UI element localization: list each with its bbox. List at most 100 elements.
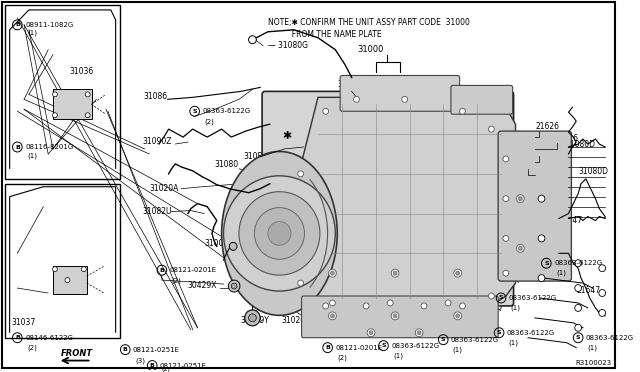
Circle shape (518, 246, 522, 250)
Text: (1): (1) (509, 339, 519, 346)
Circle shape (229, 243, 237, 250)
Circle shape (575, 285, 582, 292)
Circle shape (417, 331, 421, 335)
Text: 31080: 31080 (214, 160, 238, 169)
Text: 21644QA: 21644QA (451, 225, 486, 234)
Text: 30429X: 30429X (188, 281, 218, 290)
Circle shape (369, 331, 373, 335)
Circle shape (454, 269, 461, 277)
Circle shape (387, 300, 393, 306)
Text: ✱: ✱ (282, 131, 292, 141)
Text: 31020AA: 31020AA (282, 316, 316, 325)
Text: S: S (499, 295, 504, 301)
Text: (3): (3) (135, 357, 145, 364)
Text: S: S (193, 109, 197, 114)
Text: 08363-6122G: 08363-6122G (586, 335, 634, 341)
Text: S: S (441, 337, 445, 342)
Bar (53, 89, 92, 119)
Text: 31020: 31020 (337, 80, 362, 89)
Circle shape (575, 260, 582, 267)
Circle shape (456, 271, 460, 275)
Circle shape (85, 92, 90, 97)
Text: (2): (2) (27, 344, 37, 351)
Circle shape (538, 195, 545, 202)
Text: 21626: 21626 (536, 122, 560, 131)
Circle shape (52, 92, 58, 97)
Circle shape (52, 113, 58, 118)
Circle shape (538, 235, 545, 242)
Bar (5, 184, 120, 338)
Text: 31090Z: 31090Z (143, 137, 172, 146)
Text: 08911-1082G: 08911-1082G (25, 22, 74, 28)
Text: 21647: 21647 (576, 286, 600, 295)
Circle shape (445, 300, 451, 306)
Text: S: S (544, 261, 548, 266)
Text: 21644Q: 21644Q (472, 303, 502, 312)
Circle shape (248, 36, 256, 44)
Bar (53, 266, 86, 294)
Text: (1): (1) (588, 344, 598, 351)
FancyBboxPatch shape (340, 76, 460, 111)
Text: S: S (576, 335, 580, 340)
Circle shape (328, 312, 336, 320)
Text: FRONT: FRONT (61, 349, 93, 358)
Circle shape (65, 278, 70, 283)
Text: 31082U: 31082U (143, 206, 172, 215)
Text: 30429Y: 30429Y (241, 316, 270, 325)
Circle shape (364, 303, 369, 309)
Text: 08363-6122G: 08363-6122G (202, 108, 250, 114)
Circle shape (518, 197, 522, 201)
Circle shape (328, 269, 336, 277)
Circle shape (298, 280, 303, 286)
Text: (1): (1) (556, 270, 566, 276)
Circle shape (248, 314, 256, 322)
Text: (1): (1) (393, 352, 403, 359)
Circle shape (52, 267, 58, 272)
Text: 21623: 21623 (545, 150, 568, 159)
Circle shape (244, 310, 260, 326)
Text: (2): (2) (162, 367, 171, 372)
Text: 31009: 31009 (204, 239, 228, 248)
Circle shape (488, 126, 494, 132)
Circle shape (488, 293, 494, 299)
Circle shape (575, 324, 582, 331)
Text: 08363-6122G: 08363-6122G (507, 330, 555, 336)
Text: FROM THE NAME PLATE: FROM THE NAME PLATE (268, 30, 381, 39)
Text: (1): (1) (27, 29, 37, 36)
Text: 31090D: 31090D (456, 202, 486, 211)
Text: 21644Q: 21644Q (438, 321, 468, 330)
Text: 08363-6122G: 08363-6122G (509, 295, 557, 301)
Circle shape (298, 171, 303, 177)
Text: 08116-8201G: 08116-8201G (25, 144, 74, 150)
Circle shape (391, 312, 399, 320)
Text: 21626: 21626 (525, 160, 549, 169)
Circle shape (575, 304, 582, 311)
Text: 31036: 31036 (69, 67, 93, 76)
Circle shape (599, 310, 605, 316)
Circle shape (354, 96, 360, 102)
Text: B: B (325, 345, 330, 350)
Text: 08363-6122G: 08363-6122G (554, 260, 602, 266)
Text: (2): (2) (172, 278, 181, 284)
Circle shape (330, 271, 334, 275)
Circle shape (223, 176, 335, 291)
Text: 31080D: 31080D (566, 140, 596, 149)
Circle shape (367, 329, 375, 337)
Circle shape (421, 303, 427, 309)
Bar (5, 5, 120, 179)
Text: 310B4: 310B4 (244, 152, 268, 161)
Circle shape (391, 269, 399, 277)
Circle shape (599, 265, 605, 272)
Text: 31037: 31037 (12, 318, 36, 327)
Text: 21621: 21621 (456, 214, 479, 222)
Text: 21644: 21644 (545, 231, 568, 240)
Text: 08121-0201E: 08121-0201E (335, 344, 383, 351)
Text: (1): (1) (453, 346, 463, 353)
Circle shape (516, 244, 524, 252)
Circle shape (323, 108, 328, 114)
FancyBboxPatch shape (451, 86, 513, 114)
Text: 21647+A: 21647+A (419, 243, 455, 252)
Text: (1): (1) (27, 153, 37, 159)
Circle shape (254, 208, 305, 259)
Text: B: B (123, 347, 128, 352)
